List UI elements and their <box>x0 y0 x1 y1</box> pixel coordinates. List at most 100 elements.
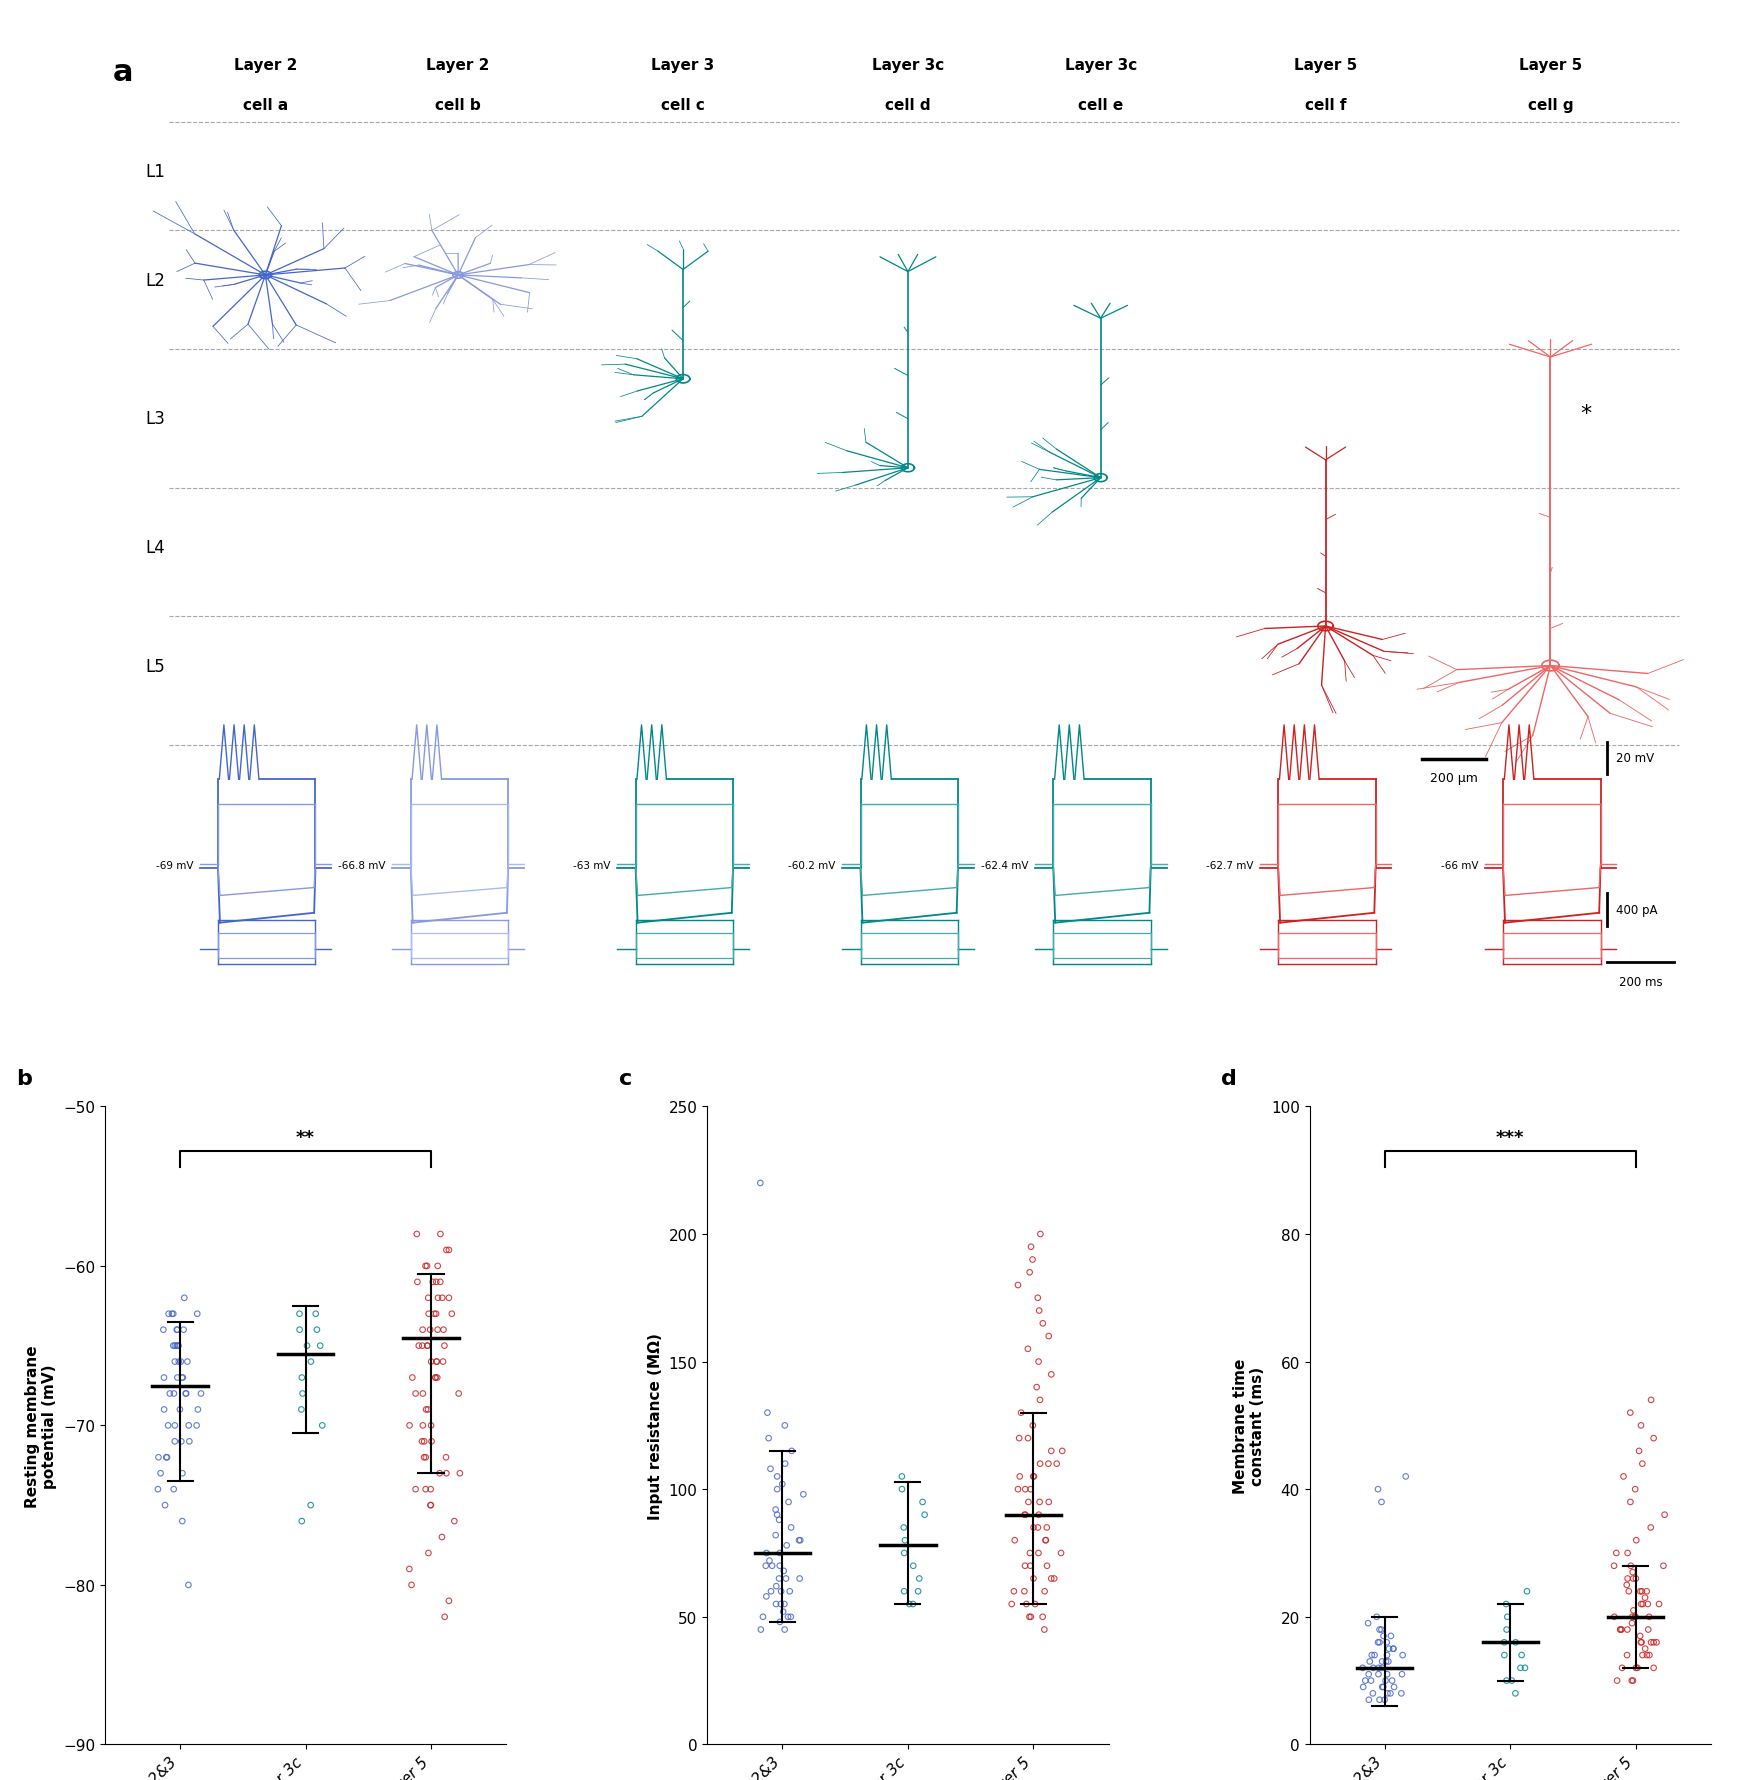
Point <box>756 1454 784 1483</box>
Point <box>1028 1310 1056 1339</box>
Point <box>1023 1283 1051 1312</box>
Point <box>435 1283 463 1312</box>
Point <box>1048 1540 1076 1568</box>
Text: -69 mV: -69 mV <box>155 862 194 870</box>
Point <box>175 1428 203 1456</box>
Point <box>1493 1616 1521 1645</box>
Point <box>1608 1616 1636 1645</box>
Point <box>414 1283 442 1312</box>
Point <box>1599 1552 1627 1581</box>
Point <box>304 1315 332 1344</box>
Point <box>1613 1616 1641 1645</box>
Point <box>164 1363 192 1392</box>
Point <box>1372 1666 1400 1695</box>
Point <box>155 1380 183 1408</box>
Point <box>899 1590 927 1618</box>
Point <box>1629 1590 1657 1618</box>
Point <box>171 1380 199 1408</box>
Point <box>159 1331 187 1360</box>
Point <box>1037 1565 1065 1593</box>
Point <box>1004 1476 1032 1504</box>
Point <box>1018 1246 1046 1274</box>
Point <box>1365 1629 1393 1657</box>
Point <box>1023 1372 1051 1401</box>
Text: cell c: cell c <box>662 98 705 112</box>
Text: 400 pA: 400 pA <box>1617 904 1657 917</box>
Point <box>1631 1584 1659 1613</box>
Point <box>777 1436 805 1465</box>
Point <box>1028 1602 1056 1630</box>
Point <box>164 1331 192 1360</box>
Point <box>1627 1629 1655 1657</box>
Point <box>435 1235 463 1264</box>
Point <box>426 1267 454 1296</box>
Point <box>1633 1577 1660 1606</box>
Point <box>288 1508 316 1536</box>
Point <box>409 1380 436 1408</box>
Point <box>412 1396 440 1424</box>
Point <box>309 1412 337 1440</box>
Point <box>405 1331 433 1360</box>
Point <box>1000 1525 1028 1554</box>
Point <box>1619 1666 1646 1695</box>
Point <box>763 1501 791 1529</box>
Text: Layer 3c: Layer 3c <box>1065 59 1137 73</box>
Point <box>1350 1673 1378 1702</box>
Point <box>168 1460 196 1488</box>
Point <box>1617 1488 1645 1517</box>
Point <box>1493 1602 1521 1630</box>
Point <box>777 1602 805 1630</box>
Text: Layer 2: Layer 2 <box>426 59 491 73</box>
Point <box>761 1590 789 1618</box>
Point <box>1374 1646 1402 1675</box>
Point <box>1018 1234 1046 1262</box>
Point <box>302 1299 330 1328</box>
Point <box>1357 1646 1385 1675</box>
Point <box>1601 1602 1629 1630</box>
Text: -60.2 mV: -60.2 mV <box>787 862 836 870</box>
Point <box>766 1590 794 1618</box>
Point <box>1502 1629 1529 1657</box>
Point <box>753 1552 780 1581</box>
Point <box>169 1315 197 1344</box>
Point <box>1643 1629 1671 1657</box>
Point <box>1376 1634 1404 1663</box>
Point <box>1369 1646 1397 1675</box>
Point <box>770 1412 798 1440</box>
Text: **: ** <box>297 1129 314 1146</box>
Point <box>412 1444 440 1472</box>
Point <box>409 1331 436 1360</box>
Point <box>890 1525 918 1554</box>
Point <box>1355 1686 1383 1714</box>
Point <box>1020 1463 1048 1492</box>
Point <box>293 1331 321 1360</box>
Point <box>777 1513 805 1541</box>
Point <box>1619 1558 1646 1586</box>
Point <box>753 1540 780 1568</box>
Point <box>417 1476 445 1504</box>
Point <box>183 1299 211 1328</box>
Point <box>157 1299 185 1328</box>
Point <box>159 1299 187 1328</box>
Point <box>1021 1590 1049 1618</box>
Point <box>1013 1590 1041 1618</box>
Point <box>765 1506 793 1534</box>
Point <box>1006 1424 1034 1452</box>
Text: Layer 5: Layer 5 <box>1519 59 1582 73</box>
Point <box>1379 1634 1407 1663</box>
Text: c: c <box>618 1068 632 1089</box>
Point <box>1491 1629 1519 1657</box>
Point <box>770 1590 798 1618</box>
Text: a: a <box>113 59 133 87</box>
Point <box>1372 1629 1400 1657</box>
Point <box>1016 1476 1044 1504</box>
Point <box>417 1428 445 1456</box>
Point <box>1372 1646 1400 1675</box>
Point <box>1631 1634 1659 1663</box>
Point <box>152 1444 180 1472</box>
Point <box>1613 1641 1641 1670</box>
Point <box>183 1396 211 1424</box>
Point <box>161 1380 189 1408</box>
Point <box>162 1315 190 1344</box>
Point <box>438 1299 466 1328</box>
